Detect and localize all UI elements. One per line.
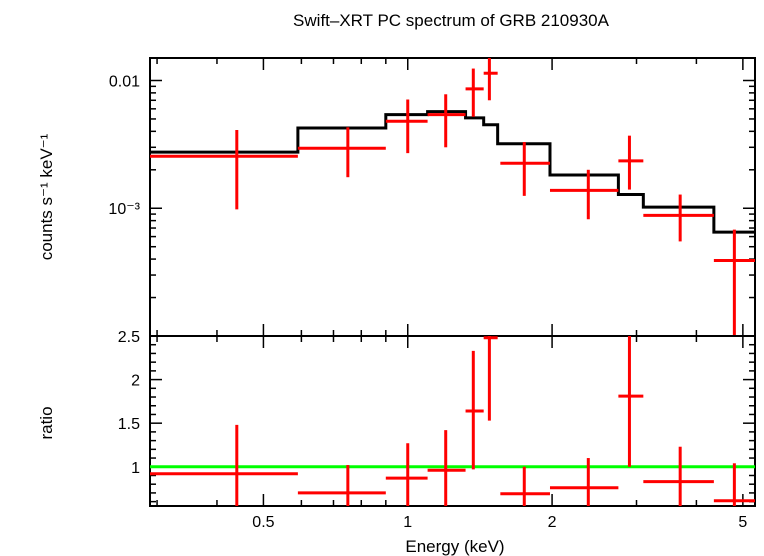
ratio-y-axis-label: ratio — [37, 406, 56, 439]
ratio-data-point — [549, 458, 619, 506]
spectrum-data-point — [297, 127, 386, 178]
ratio-data-point — [500, 466, 550, 506]
ratio-frame — [149, 335, 756, 507]
x-axis-label: Energy (keV) — [405, 537, 504, 556]
ratio-data-point — [385, 443, 428, 506]
ratio-data-point — [643, 446, 714, 506]
spectrum-data-point — [643, 194, 714, 242]
spectrum-data-point — [385, 99, 428, 154]
spectrum-y-tick-label: 10⁻³ — [108, 201, 140, 218]
ratio-data-point — [618, 336, 644, 467]
spectrum-data-point — [618, 135, 644, 190]
spectrum-data-point — [150, 129, 298, 210]
ratio-y-tick-label: 1.5 — [118, 416, 140, 433]
spectrum-y-tick-label: 0.01 — [109, 73, 140, 90]
ratio-data-point — [427, 430, 466, 506]
spectrum-frame — [149, 57, 756, 337]
x-tick-label: 0.5 — [252, 514, 274, 531]
chart-title: Swift–XRT PC spectrum of GRB 210930A — [293, 11, 610, 30]
ratio-data-point — [150, 424, 298, 506]
ratio-y-tick-label: 2 — [131, 373, 140, 390]
spectrum-data-point — [713, 229, 755, 336]
ratio-data-point — [465, 350, 484, 470]
spectrum-data-point — [500, 142, 550, 196]
ratio-y-tick-label: 2.5 — [118, 329, 140, 346]
ratio-data-point — [483, 336, 498, 421]
x-axis: 0.5 1 2 5 — [252, 514, 747, 531]
spectrum-data-point — [427, 94, 466, 148]
spectrum-data-point — [465, 68, 484, 117]
x-tick-label: 1 — [403, 514, 412, 531]
x-tick-label: 5 — [738, 514, 747, 531]
spectrum-data-point — [549, 169, 619, 220]
spectrum-panel: 0.01 10⁻³ — [108, 57, 756, 337]
spectrum-y-axis-label: counts s⁻¹ keV⁻¹ — [37, 133, 56, 260]
spectrum-data-point — [483, 58, 498, 101]
x-tick-label: 2 — [548, 514, 557, 531]
ratio-data-point — [713, 463, 755, 506]
ratio-y-tick-label: 1 — [131, 460, 140, 477]
ratio-panel: 1 1.5 2 2.5 — [118, 329, 756, 507]
ratio-data-point — [297, 465, 386, 506]
